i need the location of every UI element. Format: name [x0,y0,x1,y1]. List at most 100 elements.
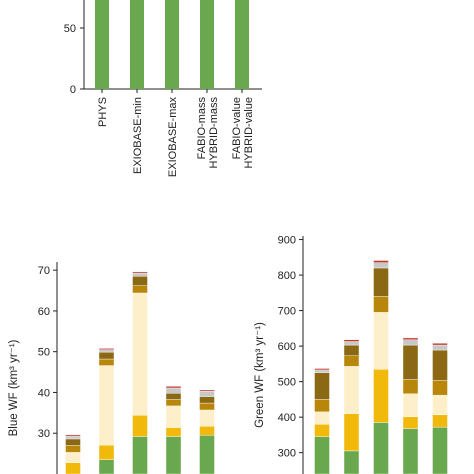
blue-wf-bar-segment [199,391,215,397]
top-x-tick-label: EXIOBASE-max [167,97,179,178]
blue-wf-panel: 30 40 50 60 70 Blue WF (km³ yr⁻¹) [8,262,215,474]
top-x-tick-label-group: FABIO-value HYBRID-value [231,97,255,169]
top-x-tick-label: HYBRID-value [243,97,255,169]
blue-wf-bar-segment [165,399,182,407]
green-wf-y-tick-label: 300 [278,448,296,460]
blue-wf-bar-segment [65,445,81,453]
green-wf-bar-segment [373,369,389,423]
blue-wf-bar-segment [199,426,215,436]
top-y-tick-label: 0 [70,84,76,96]
blue-wf-bar-segment [98,358,115,366]
blue-wf-bar-segment [199,435,215,474]
green-wf-bar-segment [373,260,389,263]
green-wf-bar-segment [343,450,360,474]
green-wf-bar-segment [314,411,330,425]
blue-wf-bar-segment [132,272,148,277]
green-wf-bar-segment [373,422,389,474]
green-wf-bar-segment [402,428,419,474]
green-wf-bar-segment [402,416,419,429]
green-wf-bar-segment [343,341,360,346]
blue-wf-bar-segment [132,415,148,437]
blue-wf-bar-segment [98,351,115,360]
blue-wf-y-tick-label: 70 [38,265,50,277]
blue-wf-bar-segment [65,462,81,474]
green-wf-bar-segment [432,343,448,346]
green-wf-bar-segment [402,379,419,394]
blue-wf-bar-segment [165,427,182,437]
green-wf-y-tick-label: 400 [278,412,296,424]
green-wf-y-tick-label: 700 [278,306,296,318]
blue-wf-bar-segment [165,405,182,428]
blue-wf-bar-segment [65,435,81,440]
green-wf-bar-segment [373,296,389,313]
green-wf-bar-segment [373,312,389,370]
top-x-tick-label-group: EXIOBASE-min [132,97,144,174]
blue-wf-bar-segment [132,436,148,474]
green-wf-bar-segment [402,337,419,340]
blue-wf-bar-segment [98,444,115,460]
top-x-tick-label: EXIOBASE-min [132,97,144,174]
green-wf-bar-segment [314,399,330,413]
top-x-tick-label: FABIO-mass [196,97,208,160]
blue-wf-bar-segment [165,436,182,474]
blue-wf-bar-segment [165,386,182,389]
green-wf-bar-segment [402,344,419,380]
top-y-tick-label: 50 [64,23,76,35]
blue-wf-y-tick-label: 30 [38,428,50,440]
green-wf-bar-segment [314,424,330,437]
blue-wf-bar-segment [98,459,115,474]
green-wf-bar-segment [343,339,360,342]
blue-wf-y-tick-label: 40 [38,387,50,399]
blue-wf-bar-segment [65,452,81,463]
blue-wf-bar-segment [65,438,81,446]
green-wf-bar-segment [432,380,448,396]
blue-wf-y-tick-label: 50 [38,347,50,359]
green-wf-bar-segment [432,349,448,381]
top-bar [95,0,109,89]
blue-wf-bar-segment [199,389,215,392]
blue-wf-bar-segment [132,292,148,416]
top-x-tick-label-group: FABIO-mass HYBRID-mass [196,97,220,169]
green-wf-y-tick-label: 600 [278,341,296,353]
green-wf-panel: 300 400 500 600 700 800 900 Green WF (km³ yr⁻¹) [254,235,448,474]
green-wf-bar-segment [432,426,448,474]
green-wf-bar-segment [402,339,419,346]
green-wf-bar-segment [432,344,448,351]
green-wf-bar-segment [343,355,360,367]
blue-wf-bar-segment [165,387,182,394]
blue-wf-bar-segment [199,409,215,427]
green-wf-bar-segment [402,393,419,418]
green-wf-bar-segment [343,413,360,452]
blue-wf-bar-segment [132,276,148,286]
blue-wf-bar-segment [65,434,81,437]
green-wf-bar-segment [343,366,360,414]
top-x-tick-label: PHYS [97,97,109,127]
top-x-tick-label: FABIO-value [231,97,243,159]
green-wf-bar-segment [314,369,330,373]
top-bar [200,0,214,89]
green-wf-bar-segment [432,394,448,415]
top-panel: 0 50 PHYS EXIOBASE-min EXIOBASE-max FABIO-mas… [64,0,262,177]
top-bar [235,0,249,89]
green-wf-bar-segment [373,262,389,269]
top-x-tick-label: HYBRID-mass [208,97,220,169]
green-wf-y-axis-label: Green WF (km³ yr⁻¹) [254,322,266,428]
blue-wf-bar-segment [165,393,182,400]
green-wf-bar-segment [314,372,330,400]
top-bar [165,0,179,89]
top-x-tick-label-group: EXIOBASE-max [167,97,179,178]
green-wf-bar-segment [373,267,389,297]
blue-wf-y-axis-label: Blue WF (km³ yr⁻¹) [8,339,20,436]
top-x-tick-label-group: PHYS [97,97,109,127]
top-bar [130,0,144,89]
green-wf-y-tick-label: 900 [278,235,296,247]
blue-wf-bar-segment [199,402,215,411]
green-wf-y-tick-label: 800 [278,270,296,282]
blue-wf-bar-segment [98,348,115,350]
blue-wf-y-tick-label: 60 [38,306,50,318]
green-wf-bar-segment [432,414,448,428]
blue-wf-bar-segment [132,271,148,274]
blue-wf-bar-segment [98,349,115,353]
blue-wf-bar-segment [98,365,115,446]
